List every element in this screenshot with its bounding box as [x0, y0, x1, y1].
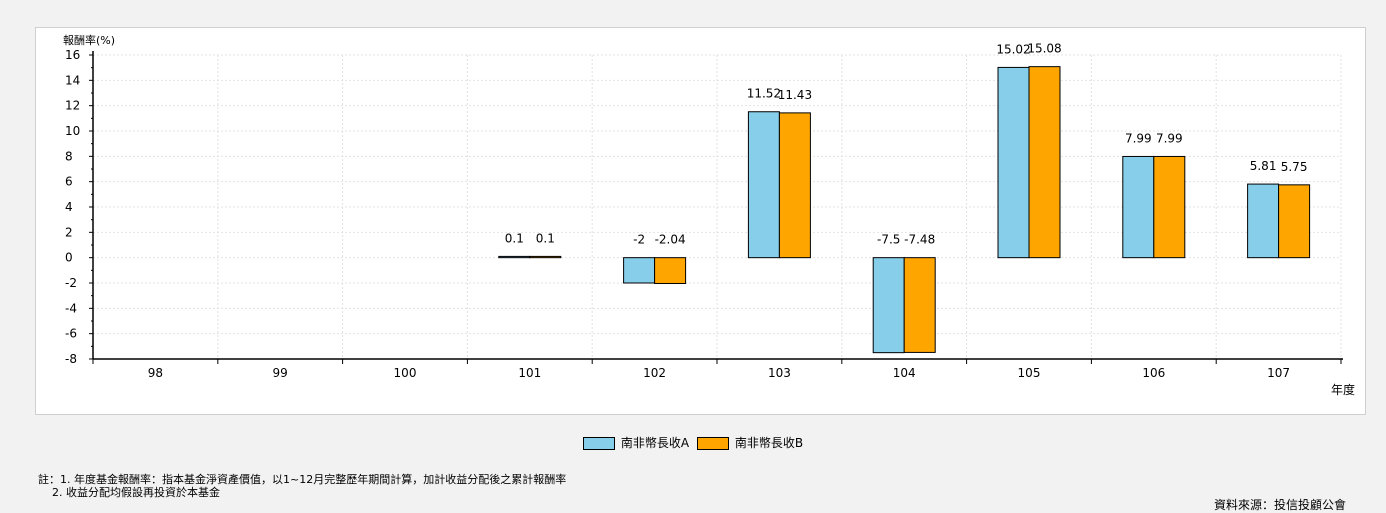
- x-tick-label: 100: [394, 366, 417, 380]
- footnote-2: 2. 收益分配均假設再投資於本基金: [52, 486, 220, 499]
- x-tick-label: 101: [518, 366, 541, 380]
- bar-a: [498, 255, 531, 259]
- data-label-a: 11.52: [747, 87, 781, 101]
- bar-b: [1153, 155, 1186, 259]
- x-tick-label: 102: [643, 366, 666, 380]
- y-tick-label: -4: [65, 301, 77, 315]
- y-tick-label: -8: [65, 352, 77, 366]
- y-tick-label: -6: [65, 327, 77, 341]
- footnotes: 註：1. 年度基金報酬率：指本基金淨資產價值，以1~12月完整歷年期間計算，加計…: [38, 473, 566, 499]
- legend-swatch-b: [696, 437, 729, 450]
- x-tick-label: 107: [1267, 366, 1290, 380]
- y-axis-title: 報酬率(%): [63, 33, 115, 47]
- bar-b: [778, 112, 811, 259]
- footnote-1: 註：1. 年度基金報酬率：指本基金淨資產價值，以1~12月完整歷年期間計算，加計…: [38, 473, 567, 486]
- bar-a: [872, 257, 905, 354]
- bar-a: [997, 66, 1030, 259]
- data-label-b: 15.08: [1027, 42, 1061, 56]
- y-tick-label: -2: [65, 276, 77, 290]
- bar-a: [747, 111, 780, 259]
- data-label-a: 0.1: [505, 231, 524, 245]
- data-label-b: 5.75: [1281, 160, 1308, 174]
- data-label-a: -2: [633, 233, 645, 247]
- legend-item-series-a[interactable]: 南非幣長收A: [582, 434, 690, 451]
- data-label-b: 0.1: [536, 231, 555, 245]
- y-tick-label: 14: [65, 73, 80, 87]
- bar-b: [1028, 66, 1061, 259]
- chart-panel: 16 14 12 10 8 6 4 2 0 -2 -4 -6 -8 報酬率(%) 98 99 100 101 102…: [35, 27, 1366, 415]
- data-label-b: -7.48: [904, 233, 935, 247]
- legend-label-a: 南非幣長收A: [620, 436, 690, 450]
- bar-a: [1122, 155, 1155, 259]
- x-tick-label: 106: [1142, 366, 1165, 380]
- bar-a: [623, 257, 656, 284]
- y-tick-label: 16: [65, 48, 80, 62]
- bar-chart: 16 14 12 10 8 6 4 2 0 -2 -4 -6 -8 報酬率(%) 98 99 100 101 102…: [63, 33, 1355, 397]
- x-tick-label: 98: [148, 366, 163, 380]
- legend: 南非幣長收A 南非幣長收B: [0, 434, 1386, 451]
- x-tick-label: 99: [273, 366, 288, 380]
- x-tick-label: 105: [1018, 366, 1041, 380]
- legend-item-series-b[interactable]: 南非幣長收B: [696, 434, 804, 451]
- bar-b: [1278, 184, 1311, 259]
- data-label-a: 15.02: [996, 42, 1030, 56]
- data-label-b: -2.04: [655, 233, 686, 247]
- data-label-b: 7.99: [1156, 131, 1183, 145]
- x-tick-label: 103: [768, 366, 791, 380]
- legend-label-b: 南非幣長收B: [734, 436, 804, 450]
- bar-a: [1247, 183, 1280, 259]
- data-label-a: 7.99: [1125, 131, 1152, 145]
- y-tick-label: 0: [65, 251, 73, 265]
- legend-swatch-a: [582, 437, 615, 450]
- y-tick-label: 12: [65, 99, 80, 113]
- data-source: 資料來源：投信投顧公會: [1213, 498, 1346, 512]
- x-tick-label: 104: [893, 366, 916, 380]
- y-tick-label: 10: [65, 124, 80, 138]
- y-tick-label: 8: [65, 149, 73, 163]
- data-label-b: 11.43: [778, 88, 812, 102]
- data-label-a: -7.5: [877, 233, 900, 247]
- x-axis-title: 年度: [1331, 382, 1355, 397]
- y-tick-label: 2: [65, 225, 73, 239]
- y-tick-label: 4: [65, 200, 73, 214]
- bar-b: [654, 257, 687, 285]
- bar-b: [903, 257, 936, 353]
- data-label-a: 5.81: [1250, 159, 1277, 173]
- bar-b: [529, 255, 562, 259]
- y-tick-label: 6: [65, 175, 73, 189]
